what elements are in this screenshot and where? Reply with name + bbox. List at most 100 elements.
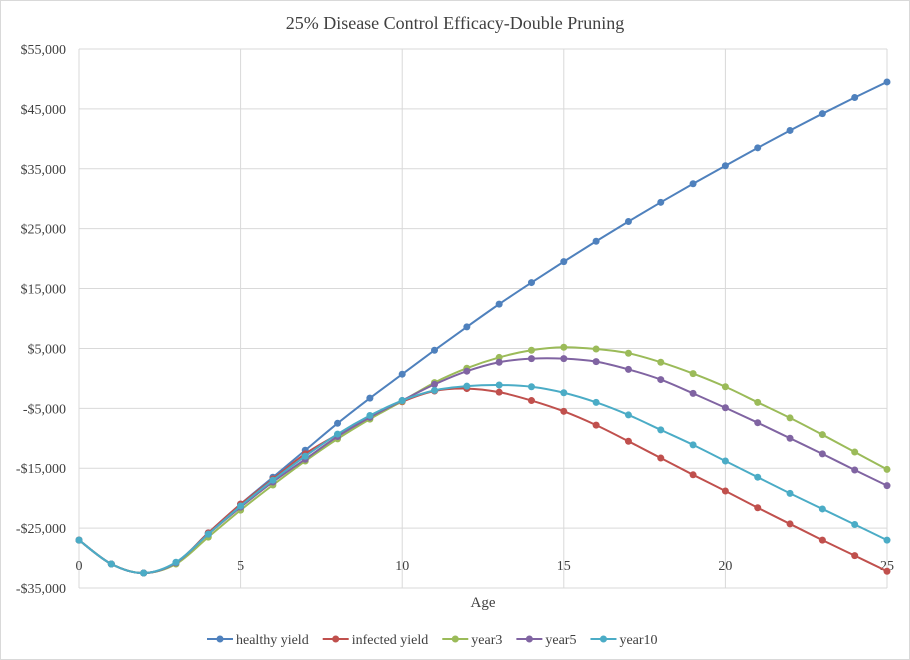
y-tick-label: $35,000 [21, 163, 67, 178]
data-point [786, 489, 794, 497]
data-point [107, 560, 115, 568]
gridlines [78, 48, 888, 589]
data-point [592, 398, 600, 406]
data-point [398, 397, 406, 405]
data-point [624, 349, 632, 357]
data-point [883, 536, 891, 544]
y-tick-label: $55,000 [21, 43, 67, 58]
data-point [851, 448, 859, 456]
y-tick-label: $5,000 [28, 342, 67, 357]
data-point [754, 473, 762, 481]
data-point [786, 520, 794, 528]
chart-title: 25% Disease Control Efficacy-Double Prun… [286, 13, 625, 33]
data-point [883, 567, 891, 575]
data-point [431, 346, 439, 354]
y-tick-label: -$35,000 [16, 582, 66, 597]
data-point [657, 198, 665, 206]
data-point [75, 536, 83, 544]
legend-item: year10 [590, 633, 658, 648]
data-point [237, 502, 245, 510]
data-point [818, 505, 826, 513]
series-year10 [75, 381, 891, 577]
data-point [851, 552, 859, 560]
data-point [689, 180, 697, 188]
data-point [495, 381, 503, 389]
data-point [592, 345, 600, 353]
legend-item: year5 [516, 633, 576, 648]
data-point [172, 558, 180, 566]
data-point [883, 465, 891, 473]
data-point [366, 394, 374, 402]
data-point [721, 457, 729, 465]
data-point [851, 466, 859, 474]
data-point [624, 437, 632, 445]
data-point [689, 370, 697, 378]
series-line [78, 346, 888, 575]
y-tick-label: -$25,000 [16, 522, 66, 537]
legend-label: infected yield [352, 633, 429, 648]
y-tick-label: $15,000 [21, 283, 67, 298]
data-point [754, 398, 762, 406]
legend-label: healthy yield [236, 633, 309, 648]
data-point [269, 476, 277, 484]
data-point [463, 323, 471, 331]
legend-swatch-marker [599, 635, 607, 643]
y-tick-label: -$15,000 [16, 462, 66, 477]
data-point [624, 411, 632, 419]
data-point [527, 346, 535, 354]
data-point [527, 383, 535, 391]
data-point [689, 471, 697, 479]
data-point [721, 487, 729, 495]
data-point [754, 504, 762, 512]
data-point [204, 530, 212, 538]
data-point [721, 162, 729, 170]
legend-label: year3 [471, 633, 502, 648]
data-point [818, 110, 826, 118]
data-point [431, 380, 439, 388]
data-point [301, 452, 309, 460]
data-point [560, 343, 568, 351]
data-point [657, 426, 665, 434]
legend-label: year10 [619, 633, 657, 648]
data-point [818, 450, 826, 458]
data-point [657, 358, 665, 366]
y-tick-label: $25,000 [21, 223, 67, 238]
x-tick-label: 15 [557, 559, 571, 574]
data-point [463, 382, 471, 390]
data-point [689, 441, 697, 449]
data-point [786, 434, 794, 442]
x-tick-label: 10 [395, 559, 409, 574]
legend-swatch-marker [332, 635, 340, 643]
x-axis-label: Age [471, 595, 496, 611]
data-point [560, 258, 568, 266]
y-tick-label: $45,000 [21, 103, 67, 118]
axes: -$35,000 -$25,000 -$15,000 -$5,000 $5,000 $15… [16, 43, 894, 597]
data-point [786, 414, 794, 422]
data-point [689, 389, 697, 397]
data-point [754, 419, 762, 427]
data-point [786, 126, 794, 134]
legend-swatch-marker [451, 635, 459, 643]
x-tick-label: 20 [718, 559, 732, 574]
legend-swatch-marker [525, 635, 533, 643]
data-point [721, 383, 729, 391]
data-point [818, 431, 826, 439]
data-point [883, 78, 891, 86]
data-point [624, 217, 632, 225]
data-point [851, 94, 859, 102]
x-tick-label: 0 [76, 559, 83, 574]
data-point [560, 407, 568, 415]
data-point [527, 279, 535, 287]
series-healthy-yield [75, 78, 891, 577]
legend-item: infected yield [322, 633, 429, 648]
series-group [75, 78, 891, 577]
data-point [495, 353, 503, 361]
legend-item: healthy yield [207, 633, 309, 648]
legend: healthy yield infected yield year3 year5 yea… [207, 633, 658, 648]
data-point [560, 389, 568, 397]
data-point [527, 355, 535, 363]
data-point [851, 521, 859, 529]
data-point [334, 419, 342, 427]
data-point [495, 300, 503, 308]
